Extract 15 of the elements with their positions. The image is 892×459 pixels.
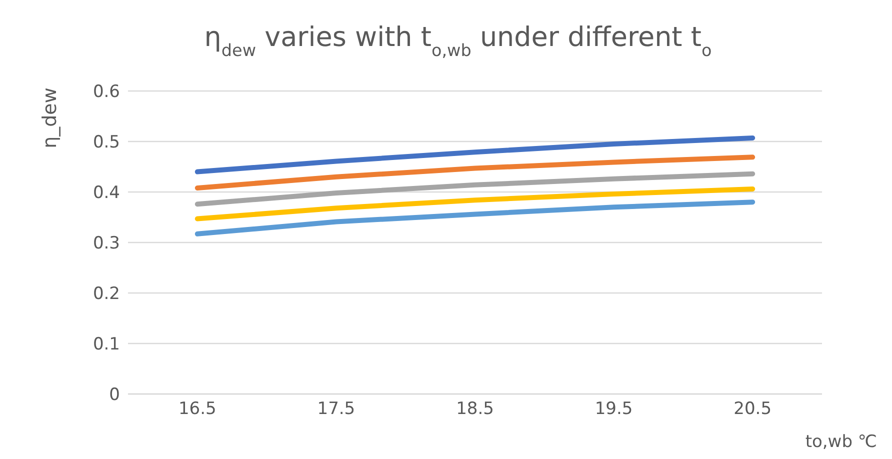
chart-title: η$_{dew}$ varies with t$_{o,wb}$ under different t$_{o}$: [204, 22, 712, 60]
y-tick-label: 0: [109, 385, 120, 406]
y-tick-label: 0.1: [92, 334, 120, 355]
y-tick-label: 0.6: [92, 82, 120, 102]
x-tick-label: 19.5: [594, 399, 633, 420]
x-tick-label: 20.5: [734, 399, 772, 420]
x-tick-label: 18.5: [456, 399, 494, 420]
x-tick-label: 16.5: [178, 399, 216, 420]
y-tick-label: 0.4: [92, 183, 120, 204]
x-axis-title: to,wb ℃: [805, 432, 877, 452]
y-tick-label: 0.3: [92, 234, 120, 254]
y-tick-label: 0.2: [92, 284, 120, 304]
x-tick-label: 17.5: [317, 399, 356, 420]
y-tick-label: 0.5: [92, 132, 120, 153]
y-axis-title: η_dew: [39, 88, 61, 148]
